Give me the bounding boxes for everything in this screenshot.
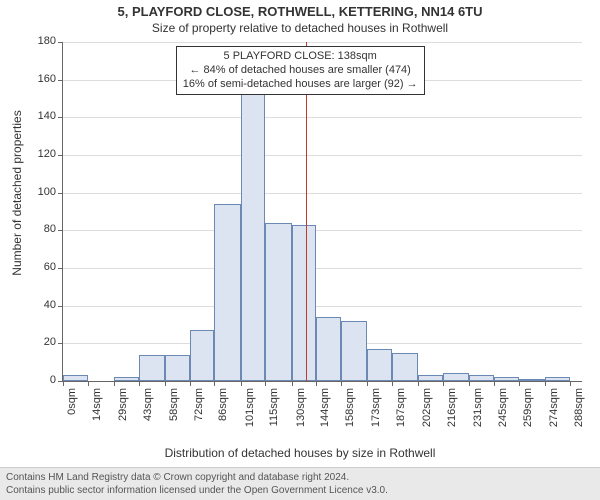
attribution-footer: Contains HM Land Registry data © Crown c… — [0, 467, 600, 500]
histogram-bar — [190, 330, 215, 381]
x-tick-label: 115sqm — [268, 388, 280, 426]
y-tick-label: 100 — [26, 186, 56, 198]
histogram-bar — [494, 377, 519, 381]
figure-container: 5, PLAYFORD CLOSE, ROTHWELL, KETTERING, … — [0, 0, 600, 500]
y-tick-label: 180 — [26, 35, 56, 47]
x-tick-label: 43sqm — [142, 388, 154, 421]
histogram-bar — [367, 349, 392, 381]
footer-line-2: Contains public sector information licen… — [6, 484, 594, 497]
annotation-box: 5 PLAYFORD CLOSE: 138sqm← 84% of detache… — [176, 46, 425, 95]
histogram-bar — [418, 375, 443, 381]
x-tick-label: 101sqm — [244, 388, 256, 427]
histogram-bar — [63, 375, 88, 381]
annotation-line: ← 84% of detached houses are smaller (47… — [183, 64, 418, 78]
x-tick-label: 231sqm — [472, 388, 484, 427]
chart-title-sub: Size of property relative to detached ho… — [0, 21, 600, 35]
y-tick-label: 140 — [26, 110, 56, 122]
footer-line-1: Contains HM Land Registry data © Crown c… — [6, 471, 594, 484]
histogram-bar — [139, 355, 165, 381]
histogram-bar — [292, 225, 317, 381]
histogram-bar — [316, 317, 341, 381]
y-tick-label: 60 — [26, 261, 56, 273]
histogram-bar — [392, 353, 418, 381]
x-tick-label: 187sqm — [395, 388, 407, 427]
y-tick-label: 20 — [26, 336, 56, 348]
histogram-bar — [214, 204, 240, 381]
x-tick-label: 0sqm — [66, 388, 78, 415]
y-tick-label: 80 — [26, 223, 56, 235]
histogram-bar — [165, 355, 190, 381]
x-tick-label: 288sqm — [573, 388, 585, 427]
histogram-bar — [241, 74, 266, 381]
y-axis-label: Number of detached properties — [10, 28, 24, 193]
histogram-bar — [341, 321, 367, 381]
histogram-bar — [545, 377, 570, 381]
x-tick-label: 58sqm — [168, 388, 180, 421]
x-axis-label: Distribution of detached houses by size … — [0, 446, 600, 460]
x-tick-label: 202sqm — [421, 388, 433, 427]
annotation-line: 5 PLAYFORD CLOSE: 138sqm — [183, 50, 418, 64]
x-tick-label: 86sqm — [217, 388, 229, 421]
x-tick-label: 130sqm — [295, 388, 307, 427]
x-tick-label: 144sqm — [319, 388, 331, 427]
chart-title-main: 5, PLAYFORD CLOSE, ROTHWELL, KETTERING, … — [0, 4, 600, 20]
x-tick-label: 259sqm — [522, 388, 534, 427]
histogram-bar — [519, 379, 545, 381]
x-tick-label: 216sqm — [446, 388, 458, 427]
title-block: 5, PLAYFORD CLOSE, ROTHWELL, KETTERING, … — [0, 0, 600, 35]
histogram-bar — [265, 223, 291, 381]
x-tick-label: 14sqm — [91, 388, 103, 421]
histogram-bar — [469, 375, 494, 381]
x-tick-label: 29sqm — [117, 388, 129, 421]
histogram-bar — [443, 373, 469, 381]
annotation-line: 16% of semi-detached houses are larger (… — [183, 78, 418, 92]
chart-axes: 5 PLAYFORD CLOSE: 138sqm← 84% of detache… — [62, 42, 582, 382]
x-tick-label: 158sqm — [344, 388, 356, 427]
x-tick-label: 72sqm — [193, 388, 205, 421]
y-tick-label: 120 — [26, 148, 56, 160]
plot-area: 5 PLAYFORD CLOSE: 138sqm← 84% of detache… — [62, 42, 582, 412]
histogram-bar — [114, 377, 139, 381]
x-tick-label: 274sqm — [548, 388, 560, 427]
y-tick-label: 40 — [26, 299, 56, 311]
x-tick-label: 245sqm — [497, 388, 509, 427]
y-tick-label: 0 — [26, 374, 56, 386]
y-tick-label: 160 — [26, 73, 56, 85]
x-tick-label: 173sqm — [370, 388, 382, 427]
